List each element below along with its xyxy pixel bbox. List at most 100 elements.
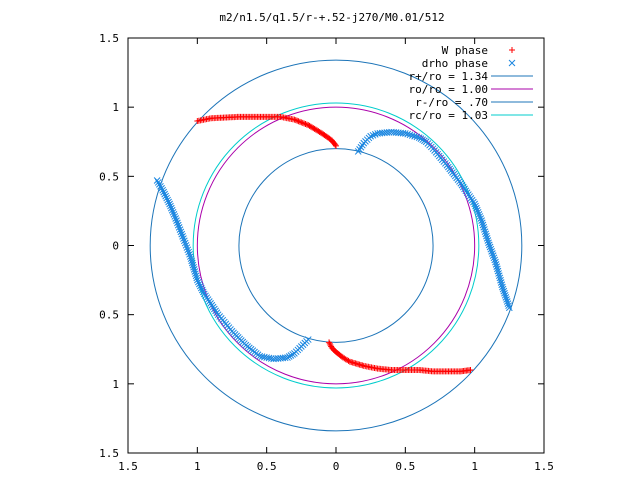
point-1-213 [171, 213, 179, 220]
point-1-83 [483, 234, 491, 242]
point-1-212 [172, 215, 180, 222]
legend-label-circle-2: r-/ro = .70 [415, 96, 488, 109]
x-tick-label-5: 1 [471, 460, 478, 473]
point-1-26 [408, 132, 416, 139]
point-1-71 [474, 208, 482, 216]
point-1-198 [184, 246, 192, 254]
point-1-186 [192, 272, 200, 280]
circle-3 [192, 102, 480, 389]
point-1-77 [479, 221, 487, 229]
point-1-85 [485, 239, 492, 247]
point-1-76 [478, 219, 486, 227]
point-1-82 [483, 232, 490, 240]
point-0-69 [299, 119, 306, 126]
point-1-222 [163, 194, 170, 202]
point-1-96 [493, 263, 501, 270]
point-1-215 [169, 208, 177, 216]
point-1-203 [180, 235, 187, 242]
point-0-66 [295, 118, 302, 125]
legend-marker-series-0 [509, 47, 515, 53]
point-1-187 [192, 270, 199, 278]
point-1-139 [258, 353, 266, 360]
y-tick-label-3: 0 [112, 240, 119, 253]
point-1-106 [499, 285, 507, 293]
point-0-99 [326, 340, 333, 347]
y-tick-label-6: 1.5 [99, 32, 119, 45]
point-1-94 [492, 258, 499, 266]
series-0 [194, 113, 474, 375]
point-1-78 [480, 223, 488, 231]
point-1-184 [193, 276, 201, 284]
point-1-28 [413, 133, 421, 141]
point-1-185 [193, 274, 201, 282]
point-1-99 [495, 270, 502, 277]
ticks-layer: 1.5 1 0.5 0 0.5 1 1.51.510.500.511.5 [99, 32, 554, 473]
point-1-25 [406, 131, 414, 139]
point-0-63 [291, 116, 298, 123]
point-1-210 [174, 219, 181, 227]
point-1-201 [181, 239, 189, 247]
point-1-109 [501, 291, 509, 299]
point-0-68 [298, 119, 305, 126]
y-tick-label-1: 1 [112, 378, 119, 391]
series-1 [153, 128, 513, 363]
y-tick-label-4: 0.5 [99, 170, 119, 183]
point-1-220 [165, 198, 172, 206]
point-0-67 [296, 118, 303, 125]
point-1-207 [176, 226, 184, 233]
y-tick-label-2: 0.5 [99, 309, 119, 322]
point-1-214 [170, 211, 178, 218]
point-0-72 [303, 121, 310, 128]
point-0-197 [467, 367, 474, 373]
point-1-226 [159, 186, 167, 194]
point-1-177 [200, 290, 208, 298]
x-tick-label-2: 0.5 [257, 460, 277, 473]
point-1-218 [167, 202, 174, 210]
point-1-181 [196, 282, 204, 290]
point-1-105 [499, 283, 506, 291]
point-1-112 [503, 298, 511, 305]
point-1-199 [183, 244, 191, 251]
point-1-84 [484, 237, 492, 244]
y-tick-label-0: 1.5 [99, 447, 119, 460]
point-1-89 [488, 247, 495, 255]
point-1-73 [476, 213, 484, 220]
point-1-191 [189, 261, 197, 269]
point-1-108 [501, 289, 508, 297]
point-1-206 [177, 228, 185, 236]
point-1-200 [182, 241, 190, 249]
point-0-97 [333, 142, 339, 149]
point-1-202 [180, 237, 188, 245]
point-1-221 [164, 196, 171, 204]
legend-marker-series-1 [508, 59, 516, 67]
point-1-95 [492, 261, 500, 268]
y-tick-label-5: 1 [112, 101, 119, 114]
point-1-219 [166, 200, 173, 208]
point-1-24 [404, 130, 411, 138]
point-0-96 [332, 141, 339, 148]
legend-label-circle-1: ro/ro = 1.00 [409, 83, 488, 96]
point-1-114 [505, 302, 512, 310]
point-1-23 [401, 130, 409, 137]
point-1-8 [367, 132, 375, 140]
x-tick-label-1: 1 [194, 460, 201, 473]
point-0-65 [294, 117, 301, 124]
point-1-193 [188, 257, 196, 265]
point-1-182 [195, 280, 203, 288]
point-1-107 [500, 287, 508, 295]
circle-1 [196, 106, 476, 385]
point-1-183 [194, 278, 202, 286]
legend-label-series-0: W phase [442, 44, 488, 57]
legend-label-circle-0: r+/ro = 1.34 [409, 70, 489, 83]
circle-0 [149, 59, 523, 432]
point-1-100 [495, 272, 503, 280]
point-1-208 [175, 223, 183, 231]
point-1-74 [477, 215, 485, 222]
point-1-110 [502, 294, 510, 301]
point-1-111 [503, 296, 510, 303]
point-1-223 [162, 192, 169, 200]
point-1-97 [494, 265, 501, 273]
series-layer [153, 113, 513, 375]
